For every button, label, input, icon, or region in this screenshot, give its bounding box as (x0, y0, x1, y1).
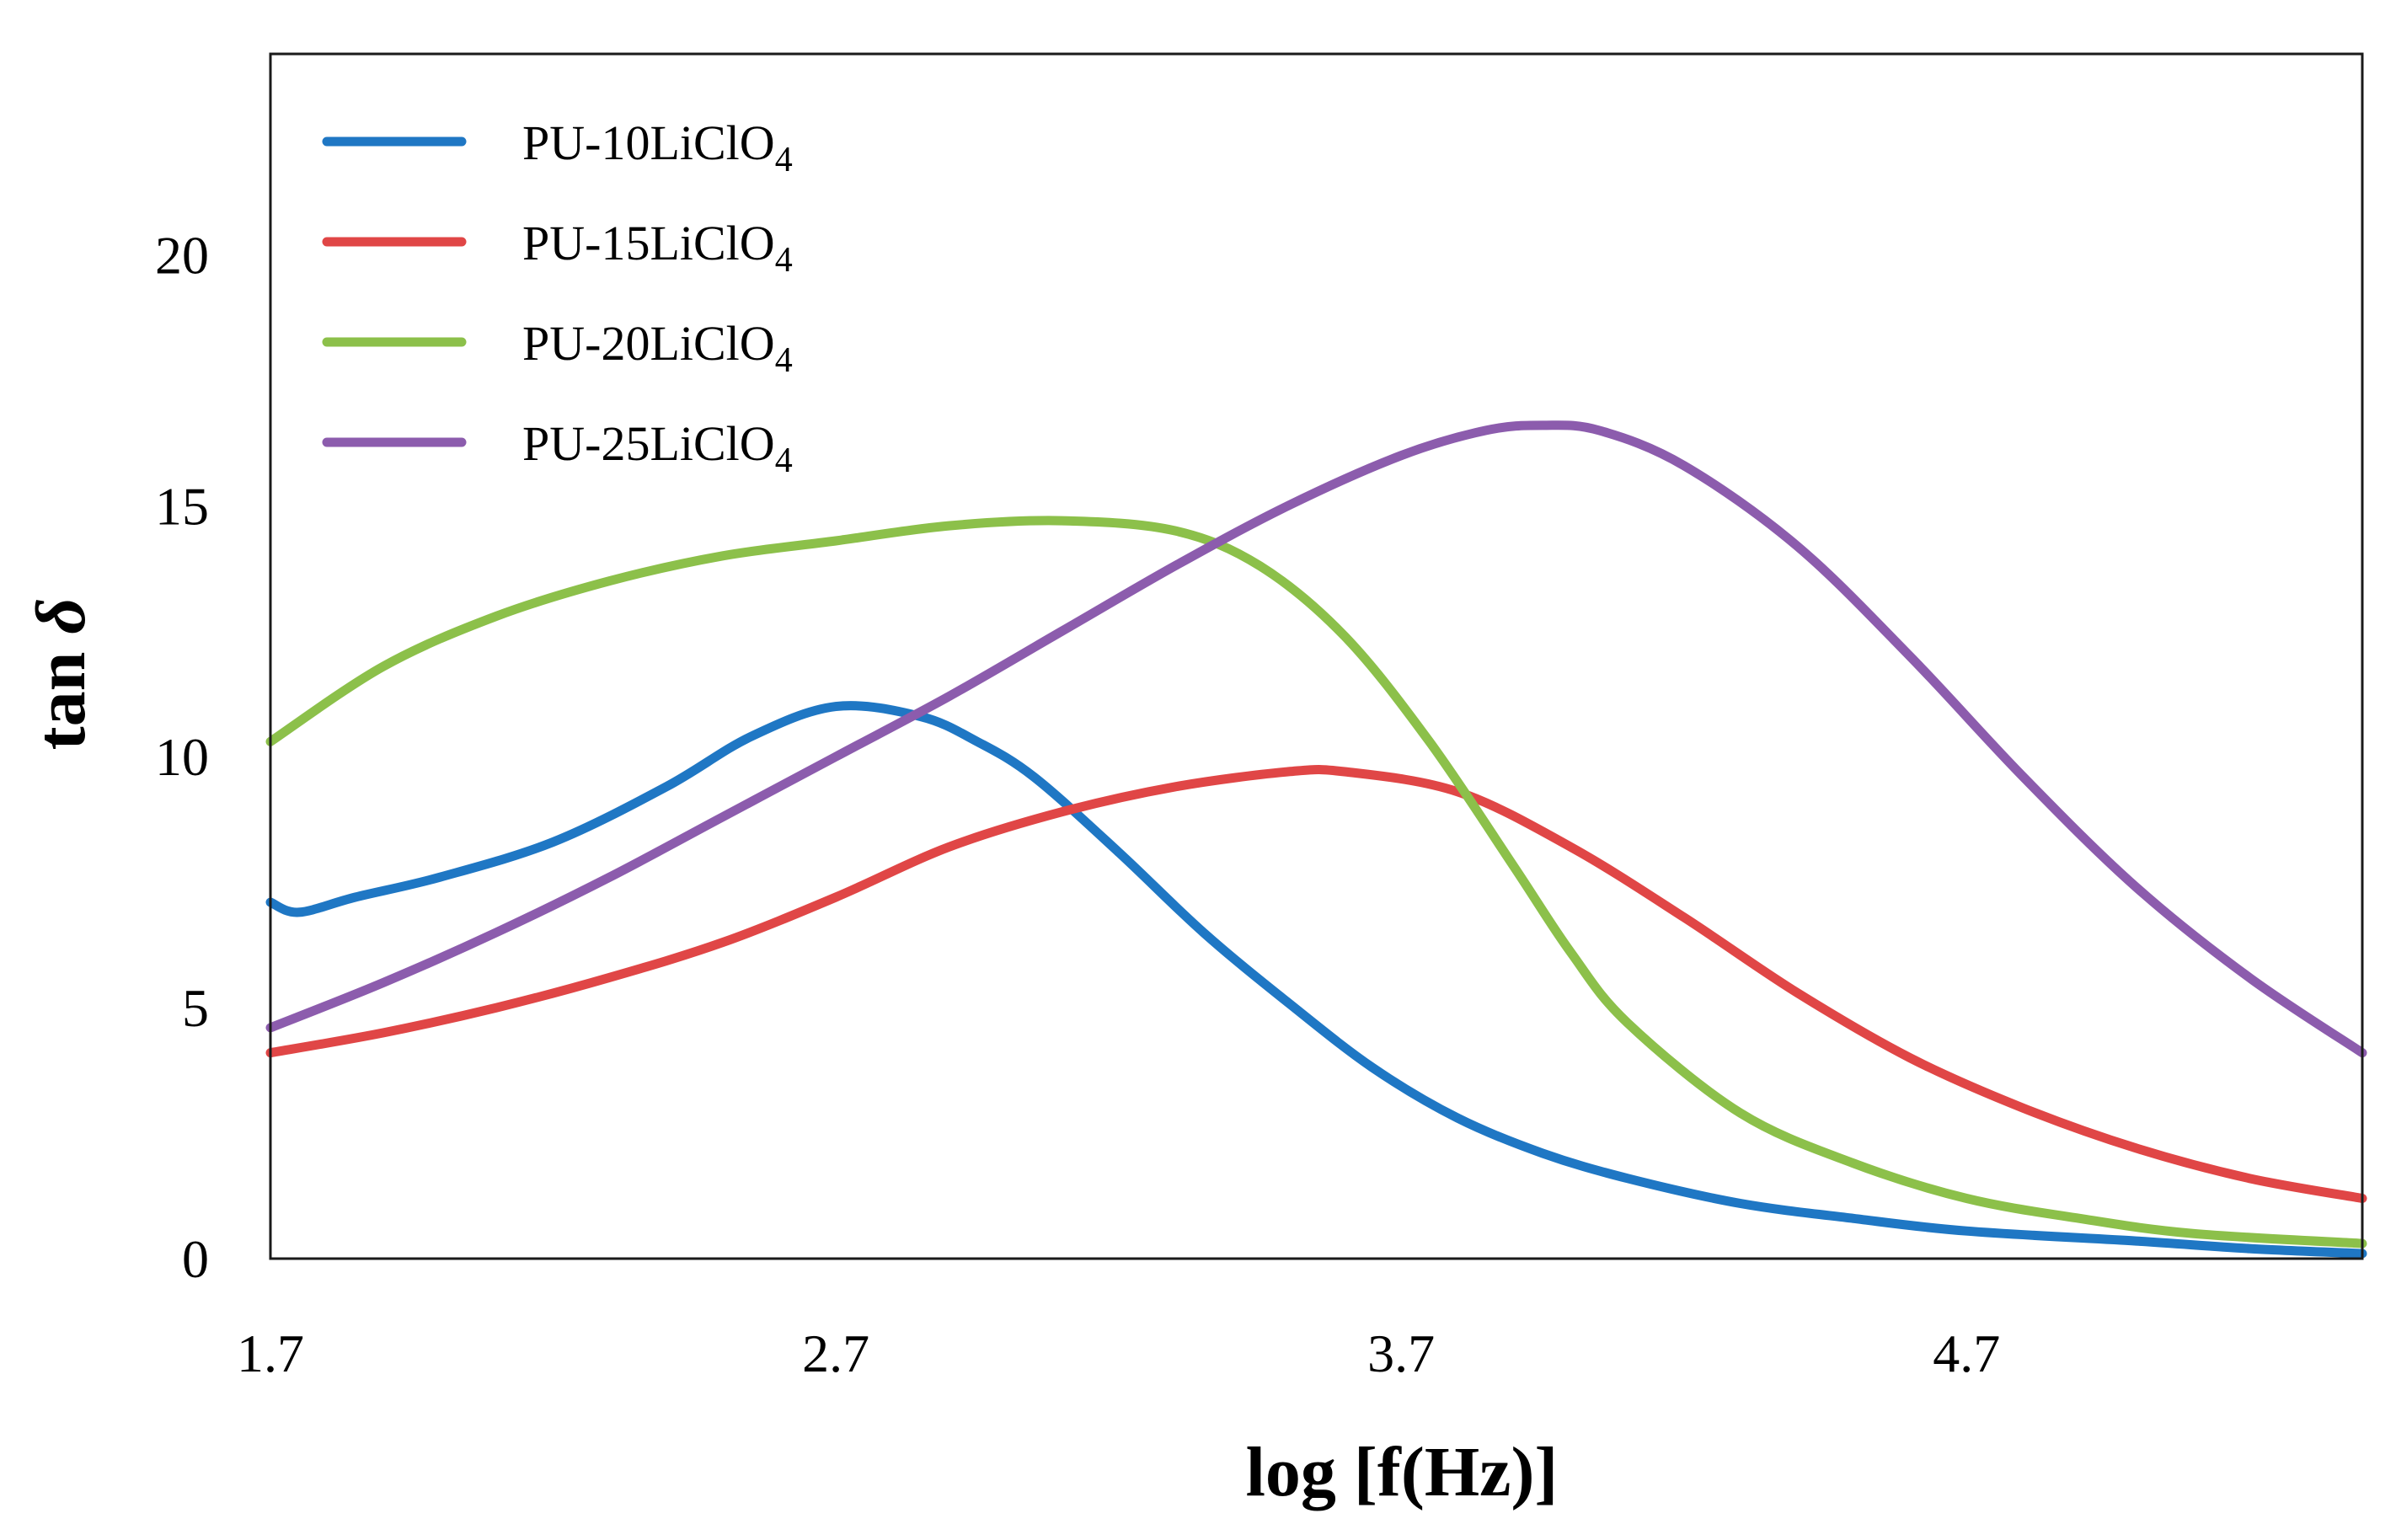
y-tick-label: 10 (155, 727, 209, 787)
legend-label-subscript: 4 (775, 241, 793, 280)
y-tick-label: 20 (155, 225, 209, 285)
y-tick-label: 0 (182, 1229, 209, 1289)
y-axis-title: tan δ (22, 598, 100, 751)
legend-label: PU-15LiClO4 (522, 216, 793, 280)
legend-label-main: PU-10LiClO (522, 115, 775, 170)
legend: PU-10LiClO4PU-15LiClO4PU-20LiClO4PU-25Li… (322, 115, 793, 480)
series-line-pu-20liclo4 (265, 516, 2367, 1249)
legend-label: PU-10LiClO4 (522, 115, 793, 179)
x-tick-label: 3.7 (1367, 1323, 1435, 1383)
legend-label: PU-20LiClO4 (522, 316, 793, 380)
legend-label-subscript: 4 (775, 341, 793, 380)
x-axis-title: log [f(Hz)] (1246, 1433, 1559, 1511)
y-tick-label: 5 (182, 978, 209, 1038)
y-axis-title-prefix: tan (22, 634, 100, 751)
legend-label-subscript: 4 (775, 141, 793, 179)
legend-label-main: PU-15LiClO (522, 216, 775, 270)
legend-label-main: PU-25LiClO (522, 416, 775, 471)
y-tick-label: 15 (155, 476, 209, 536)
legend-label-subscript: 4 (775, 441, 793, 480)
plot-frame (269, 52, 2364, 1260)
x-tick-label: 4.7 (1933, 1323, 2000, 1383)
ticks-layer: 0 5 10 15 20 1.7 2.7 3.7 4.7 (155, 225, 2000, 1383)
legend-label: PU-25LiClO4 (522, 416, 793, 480)
x-tick-label: 1.7 (237, 1323, 304, 1383)
series-layer (265, 420, 2367, 1259)
x-tick-label: 2.7 (802, 1323, 869, 1383)
series-line-pu-10liclo4 (265, 701, 2367, 1259)
legend-label-main: PU-20LiClO (522, 316, 775, 371)
series-line-pu-25liclo4 (265, 420, 2367, 1058)
series-line-pu-15liclo4 (265, 764, 2367, 1203)
y-axis-title-symbol: δ (22, 598, 100, 634)
